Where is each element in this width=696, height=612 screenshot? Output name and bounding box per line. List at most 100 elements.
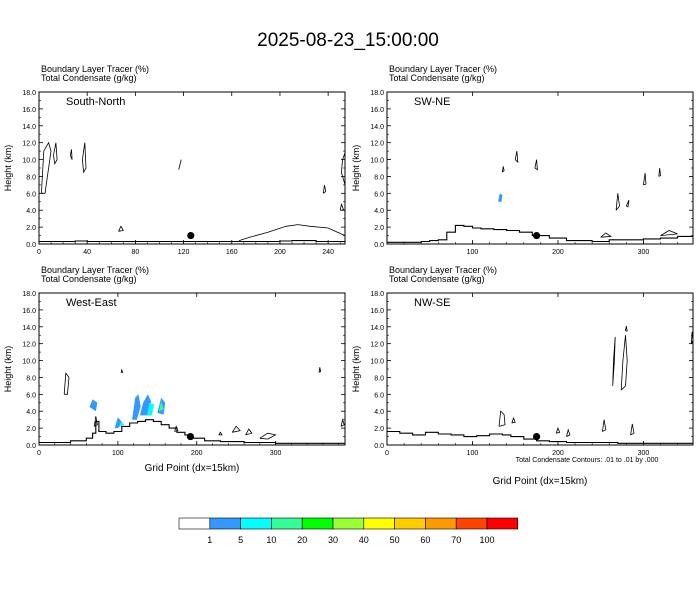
- tracer-shade: [158, 401, 164, 412]
- condensate-contour: [600, 232, 613, 238]
- y-tick-label: 0.0: [374, 242, 384, 249]
- condensate-contour: [625, 199, 630, 208]
- y-axis-label: Height (km): [3, 145, 13, 192]
- cross-section-panels: Boundary Layer Tracer (%)Total Condensat…: [3, 64, 694, 487]
- y-tick-label: 6.0: [26, 392, 36, 399]
- y-tick-label: 6.0: [374, 191, 384, 198]
- condensate-contour: [340, 418, 345, 427]
- condensate-contour: [555, 426, 561, 434]
- y-tick-label: 10.0: [370, 158, 384, 165]
- terrain-line: [39, 240, 345, 243]
- colorbar-label: 70: [451, 535, 461, 545]
- tracer-shade: [147, 402, 155, 416]
- panel-header-line2: Total Condensate (g/kg): [41, 274, 137, 284]
- panel-frame: [38, 292, 346, 446]
- panel-south-north: Boundary Layer Tracer (%)Total Condensat…: [3, 64, 346, 256]
- x-tick-label: 200: [552, 249, 564, 256]
- y-tick-label: 8.0: [374, 174, 384, 181]
- colorbar-label: 100: [479, 535, 494, 545]
- condensate-contour: [118, 225, 124, 232]
- x-tick-label: 200: [552, 450, 564, 457]
- tracer-shade: [114, 417, 123, 429]
- y-tick-label: 2.0: [26, 426, 36, 433]
- condensate-contour: [120, 368, 124, 373]
- x-tick-label: 120: [178, 249, 190, 256]
- condensate-contour: [231, 425, 241, 433]
- y-tick-label: 16.0: [370, 107, 384, 114]
- location-marker: [532, 432, 541, 441]
- figure-title: 2025-08-23_15:00:00: [257, 30, 439, 51]
- condensate-contour: [511, 416, 516, 424]
- y-tick-label: 4.0: [26, 409, 36, 416]
- y-axis-label: Height (km): [351, 145, 361, 192]
- x-tick-label: 100: [467, 450, 479, 457]
- y-tick-label: 2.0: [374, 225, 384, 232]
- colorbar-label: 5: [238, 535, 243, 545]
- colorbar: 1 5 10 20 30 40 50 60 70 100: [178, 517, 519, 545]
- condensate-contour: [69, 149, 73, 160]
- colorbar-swatch: [486, 517, 519, 530]
- y-tick-label: 10.0: [22, 158, 36, 165]
- y-tick-label: 0.0: [26, 242, 36, 249]
- panel-frame: [386, 292, 694, 446]
- y-tick-label: 4.0: [374, 409, 384, 416]
- y-tick-label: 0.0: [26, 443, 36, 450]
- condensate-contour: [620, 335, 628, 391]
- y-tick-label: 12.0: [370, 342, 384, 349]
- condensate-contour: [339, 202, 345, 211]
- y-tick-label: 12.0: [22, 141, 36, 148]
- y-tick-label: 0.0: [374, 443, 384, 450]
- condensate-contour: [238, 224, 345, 241]
- colorbar-label: 40: [359, 535, 369, 545]
- y-axis-label: Height (km): [3, 346, 13, 393]
- y-tick-label: 4.0: [374, 208, 384, 215]
- condensate-contour: [660, 230, 678, 236]
- panel-header-line2: Total Condensate (g/kg): [41, 73, 137, 83]
- x-tick-label: 100: [467, 249, 479, 256]
- y-tick-label: 2.0: [374, 426, 384, 433]
- y-tick-label: 4.0: [26, 208, 36, 215]
- location-marker: [186, 432, 195, 441]
- location-marker: [532, 231, 541, 240]
- colorbar-swatch: [178, 517, 211, 530]
- y-tick-label: 6.0: [374, 392, 384, 399]
- condensate-contour: [658, 167, 661, 177]
- panel-label: NW-SE: [414, 297, 450, 309]
- x-tick-label: 300: [270, 450, 282, 457]
- x-tick-label: 40: [83, 249, 91, 256]
- y-tick-label: 14.0: [370, 325, 384, 332]
- y-tick-label: 14.0: [22, 325, 36, 332]
- y-tick-label: 12.0: [22, 342, 36, 349]
- condensate-contour: [534, 159, 538, 171]
- y-tick-label: 16.0: [22, 308, 36, 315]
- panel-west-east: Boundary Layer Tracer (%)Total Condensat…: [3, 265, 346, 474]
- y-tick-label: 10.0: [370, 359, 384, 366]
- y-tick-label: 18.0: [370, 90, 384, 97]
- panel-header-line1: Boundary Layer Tracer (%): [41, 64, 149, 74]
- x-tick-label: 0: [37, 450, 41, 457]
- y-tick-label: 6.0: [26, 191, 36, 198]
- panel-label: South-North: [66, 96, 125, 108]
- y-tick-label: 14.0: [370, 124, 384, 131]
- colorbar-swatch: [301, 517, 334, 530]
- y-tick-label: 8.0: [374, 375, 384, 382]
- x-tick-label: 0: [37, 249, 41, 256]
- contour-footnote: Total Condensate Contours: .01 to .01 by…: [515, 457, 659, 464]
- y-tick-label: 8.0: [26, 375, 36, 382]
- y-tick-label: 16.0: [22, 107, 36, 114]
- colorbar-label: 50: [390, 535, 400, 545]
- colorbar-label: 20: [297, 535, 307, 545]
- colorbar-label: 30: [328, 535, 338, 545]
- colorbar-swatch: [209, 517, 241, 530]
- location-marker: [187, 231, 195, 240]
- panel-label: SW-NE: [414, 96, 450, 108]
- condensate-contour: [514, 151, 519, 164]
- x-tick-label: 240: [322, 249, 334, 256]
- condensate-contour: [498, 410, 506, 427]
- x-tick-label: 80: [131, 249, 139, 256]
- panel-header-line2: Total Condensate (g/kg): [389, 274, 485, 284]
- condensate-contour: [340, 152, 345, 186]
- condensate-contour: [41, 141, 52, 194]
- colorbar-label: 10: [266, 535, 276, 545]
- colorbar-swatch: [332, 517, 365, 530]
